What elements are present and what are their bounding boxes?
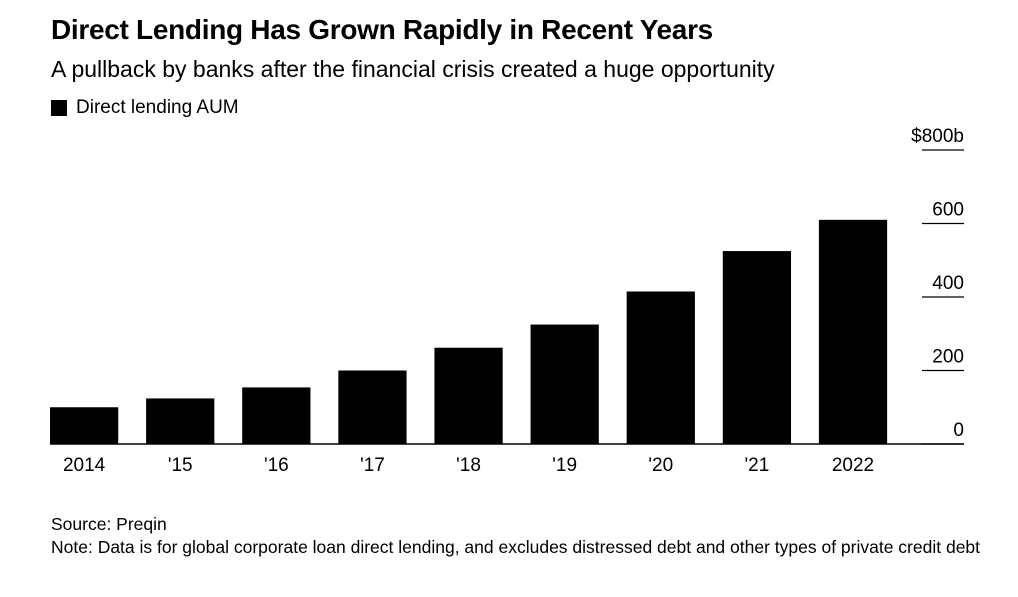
bars bbox=[50, 219, 888, 444]
bar-chart: 0 200 400 600 $800b 2014 '15 '16 '17 '18 '19 '20 '2… bbox=[50, 126, 964, 476]
note-text: Note: Data is for global corporate loan … bbox=[51, 537, 981, 557]
y-tick-label: 200 bbox=[932, 347, 964, 368]
y-tick-label: $800b bbox=[911, 126, 964, 147]
legend-label: Direct lending AUM bbox=[76, 97, 239, 118]
source-text: Source: Preqin bbox=[51, 514, 167, 534]
y-tick-label: 600 bbox=[932, 200, 964, 221]
x-tick-label: 2014 bbox=[63, 455, 106, 476]
x-tick-label: '20 bbox=[648, 455, 673, 476]
y-axis-ticks: 0 200 400 600 $800b bbox=[911, 126, 964, 445]
bar-0 bbox=[50, 407, 119, 444]
bar-4 bbox=[434, 347, 503, 444]
x-tick-label: '16 bbox=[264, 455, 289, 476]
bar-2 bbox=[242, 387, 311, 444]
x-axis-labels: 2014 '15 '16 '17 '18 '19 '20 '21 2022 bbox=[63, 455, 874, 476]
x-tick-label: '15 bbox=[168, 455, 193, 476]
chart-subtitle: A pullback by banks after the financial … bbox=[51, 56, 775, 82]
bar-7 bbox=[722, 251, 792, 444]
x-tick-label: '19 bbox=[552, 455, 577, 476]
bar-5 bbox=[530, 324, 599, 444]
y-tick-label: 0 bbox=[953, 420, 964, 441]
bar-8 bbox=[818, 219, 888, 444]
bar-1 bbox=[146, 398, 215, 444]
x-tick-label: '21 bbox=[745, 455, 770, 476]
bar-3 bbox=[338, 370, 407, 444]
legend-swatch bbox=[51, 100, 67, 116]
x-tick-label: '18 bbox=[456, 455, 481, 476]
legend: Direct lending AUM bbox=[51, 97, 239, 119]
x-tick-label: '17 bbox=[360, 455, 385, 476]
y-tick-label: 400 bbox=[932, 273, 964, 294]
chart-title: Direct Lending Has Grown Rapidly in Rece… bbox=[51, 14, 713, 45]
chart-footer: Source: Preqin Note: Data is for global … bbox=[51, 513, 991, 559]
x-tick-label: 2022 bbox=[832, 455, 874, 476]
bar-6 bbox=[626, 291, 695, 444]
